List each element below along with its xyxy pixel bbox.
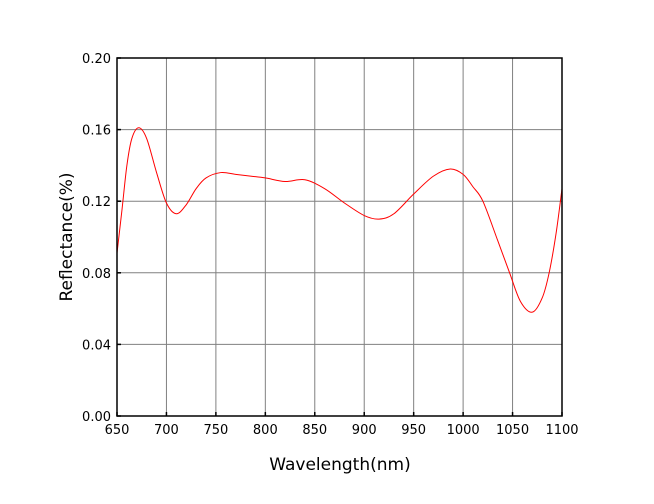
reflectance-series-line xyxy=(116,127,563,313)
x-tick-label: 950 xyxy=(401,423,426,438)
y-axis-label: Reflectance(%) xyxy=(57,172,77,301)
y-tick-label: 0.00 xyxy=(82,410,111,425)
x-tick-label: 750 xyxy=(203,423,228,438)
x-tick-label: 1050 xyxy=(496,423,529,438)
x-tick-label: 900 xyxy=(352,423,377,438)
y-tick-label: 0.20 xyxy=(82,52,111,67)
x-tick-label: 650 xyxy=(105,423,130,438)
y-tick-label: 0.12 xyxy=(82,195,111,210)
x-tick-label: 1100 xyxy=(545,423,578,438)
x-tick-label: 800 xyxy=(253,423,278,438)
y-tick-label: 0.16 xyxy=(82,124,111,139)
x-tick-label: 1000 xyxy=(447,423,480,438)
y-tick-label: 0.04 xyxy=(82,338,111,353)
y-tick-label: 0.08 xyxy=(82,267,111,282)
x-tick-label: 850 xyxy=(302,423,327,438)
x-axis-label: Wavelength(nm) xyxy=(269,455,410,475)
tick-labels: 650 700 750 800 850 900 950 1000 1050 1100 0.00 0.0… xyxy=(82,52,579,438)
x-tick-label: 700 xyxy=(154,423,179,438)
plot-frame xyxy=(116,57,563,417)
grid xyxy=(116,57,563,417)
